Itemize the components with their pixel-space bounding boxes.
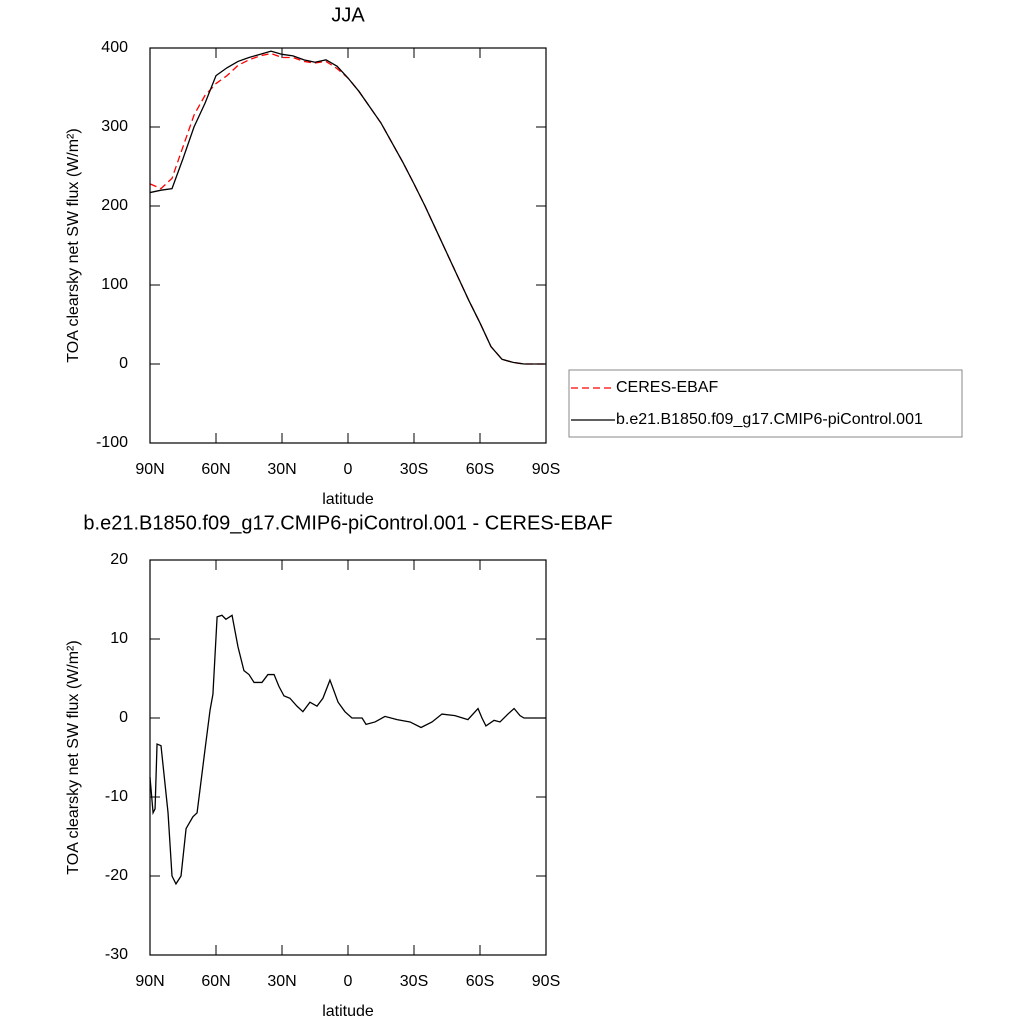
legend-label: b.e21.B1850.f09_g17.CMIP6-piControl.001 (616, 411, 923, 428)
y-tick-label: 10 (110, 630, 128, 647)
x-tick-label: 90S (532, 461, 560, 478)
x-tick-label: 30N (267, 461, 296, 478)
y-tick-label: -20 (105, 867, 128, 884)
y-tick-label: 300 (101, 118, 128, 135)
y-tick-label: 0 (119, 709, 128, 726)
data-line (149, 614, 546, 886)
x-tick-label: 90N (135, 973, 164, 990)
y-tick-label: -30 (105, 946, 128, 963)
y-tick-label: -100 (96, 434, 128, 451)
y-tick-label: 100 (101, 276, 128, 293)
x-tick-label: 90N (135, 461, 164, 478)
x-tick-label: 60N (201, 973, 230, 990)
x-tick-label: 60S (466, 973, 494, 990)
x-axis-label: latitude (322, 491, 374, 508)
y-axis-label: TOA clearsky net SW flux (W/m²) (65, 640, 82, 874)
x-tick-label: 30N (267, 973, 296, 990)
x-axis-label: latitude (322, 1003, 374, 1020)
plot-frame (149, 47, 547, 444)
x-tick-label: 0 (344, 973, 353, 990)
x-tick-label: 30S (400, 461, 428, 478)
plot-frame (149, 559, 547, 956)
y-axis-label: TOA clearsky net SW flux (W/m²) (65, 128, 82, 362)
chart-title: JJA (331, 4, 365, 26)
data-line (149, 50, 546, 365)
y-tick-label: 400 (101, 39, 128, 56)
data-line (149, 52, 546, 365)
y-tick-label: 200 (101, 197, 128, 214)
legend-box (568, 369, 963, 438)
x-tick-label: 60S (466, 461, 494, 478)
x-tick-label: 30S (400, 973, 428, 990)
x-tick-label: 60N (201, 461, 230, 478)
x-tick-label: 90S (532, 973, 560, 990)
chart-title: b.e21.B1850.f09_g17.CMIP6-piControl.001 … (83, 512, 612, 534)
y-tick-label: 20 (110, 551, 128, 568)
y-tick-label: -10 (105, 788, 128, 805)
legend-label: CERES-EBAF (616, 379, 718, 396)
x-tick-label: 0 (344, 461, 353, 478)
y-tick-label: 0 (119, 355, 128, 372)
